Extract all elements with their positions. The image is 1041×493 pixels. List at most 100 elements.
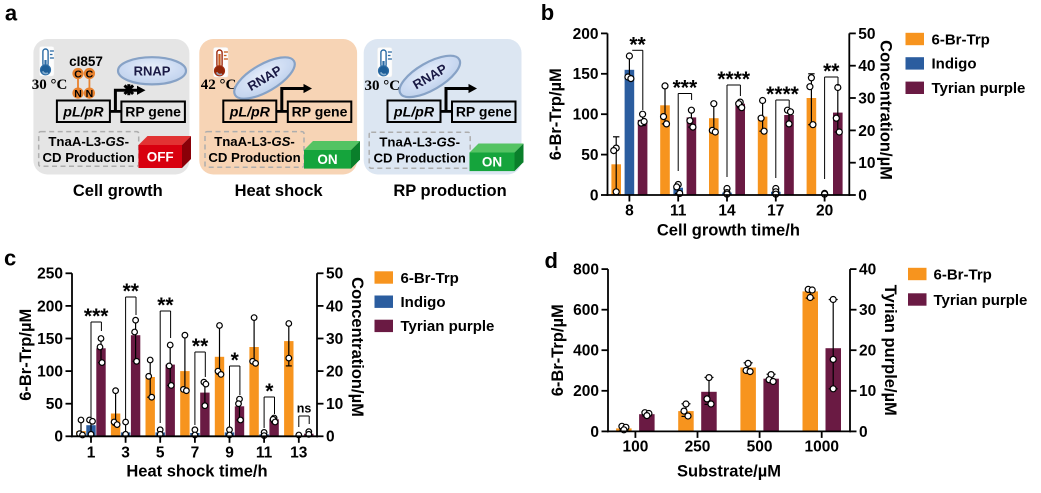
svg-text:7: 7 xyxy=(191,445,200,462)
svg-text:250: 250 xyxy=(37,266,63,283)
svg-text:C: C xyxy=(74,68,82,80)
svg-text:11: 11 xyxy=(670,203,687,220)
svg-text:40: 40 xyxy=(858,58,875,75)
svg-text:6-Br-Trp: 6-Br-Trp xyxy=(934,266,992,283)
svg-text:0: 0 xyxy=(590,187,599,204)
svg-text:6-Br-Trp/µM: 6-Br-Trp/µM xyxy=(549,304,567,396)
svg-text:RP gene: RP gene xyxy=(292,104,348,120)
svg-text:0: 0 xyxy=(859,424,868,441)
svg-text:**: ** xyxy=(123,280,140,303)
svg-text:50: 50 xyxy=(326,266,343,283)
svg-text:TnaA-L3-GS-: TnaA-L3-GS- xyxy=(214,134,295,149)
svg-text:20: 20 xyxy=(859,343,876,360)
svg-text:ns: ns xyxy=(297,402,312,416)
svg-text:6-Br-Trp/µM: 6-Br-Trp/µM xyxy=(17,309,35,401)
svg-text:30: 30 xyxy=(326,331,343,348)
svg-text:C: C xyxy=(86,68,94,80)
svg-text:OFF: OFF xyxy=(147,149,174,164)
svg-text:****: **** xyxy=(717,68,751,91)
svg-text:1: 1 xyxy=(87,445,96,462)
svg-text:ON: ON xyxy=(317,152,337,167)
svg-text:150: 150 xyxy=(573,66,599,83)
svg-text:50: 50 xyxy=(46,396,63,413)
svg-text:30: 30 xyxy=(859,302,876,319)
svg-text:N: N xyxy=(86,88,94,100)
svg-text:CD Production: CD Production xyxy=(208,150,300,165)
svg-text:TnaA-L3-GS-: TnaA-L3-GS- xyxy=(379,135,460,150)
svg-text:9: 9 xyxy=(225,445,234,462)
svg-text:*: * xyxy=(265,380,274,403)
svg-text:0: 0 xyxy=(54,429,63,446)
svg-text:Indigo: Indigo xyxy=(932,56,977,73)
svg-text:TnaA-L3-GS-: TnaA-L3-GS- xyxy=(48,134,129,149)
svg-text:100: 100 xyxy=(622,439,648,456)
svg-text:ON: ON xyxy=(482,155,502,170)
svg-text:10: 10 xyxy=(326,396,343,413)
svg-text:8: 8 xyxy=(625,203,634,220)
svg-text:20: 20 xyxy=(326,364,343,381)
svg-text:30 °C: 30 °C xyxy=(32,77,68,93)
svg-text:Concentration/µM: Concentration/µM xyxy=(877,40,895,180)
svg-text:30 °C: 30 °C xyxy=(365,78,401,94)
svg-text:pL/pR: pL/pR xyxy=(229,105,271,121)
svg-text:RP production: RP production xyxy=(393,182,506,200)
svg-text:0: 0 xyxy=(858,187,867,204)
svg-text:200: 200 xyxy=(573,383,599,400)
svg-text:RP gene: RP gene xyxy=(456,104,512,120)
svg-text:*: * xyxy=(231,349,240,372)
svg-text:**: ** xyxy=(192,335,209,358)
svg-text:11: 11 xyxy=(256,445,273,462)
svg-text:**: ** xyxy=(629,33,646,56)
svg-text:b: b xyxy=(541,0,554,25)
svg-text:200: 200 xyxy=(573,26,599,43)
svg-text:20: 20 xyxy=(858,123,875,140)
svg-text:10: 10 xyxy=(858,155,875,172)
svg-text:1000: 1000 xyxy=(804,439,838,456)
svg-text:Heat shock: Heat shock xyxy=(235,182,324,200)
svg-text:Cell growth time/h: Cell growth time/h xyxy=(657,222,800,240)
svg-text:6-Br-Trp: 6-Br-Trp xyxy=(401,270,459,287)
svg-text:***: *** xyxy=(673,77,698,100)
svg-text:250: 250 xyxy=(685,439,711,456)
svg-text:Tyrian purple: Tyrian purple xyxy=(932,80,1026,97)
svg-text:17: 17 xyxy=(767,203,784,220)
svg-text:**: ** xyxy=(823,60,840,83)
svg-text:****: **** xyxy=(766,83,800,106)
svg-text:cI857: cI857 xyxy=(69,54,103,69)
svg-text:***: *** xyxy=(84,305,109,328)
svg-text:6-Br-Trp: 6-Br-Trp xyxy=(932,31,990,48)
svg-text:N: N xyxy=(74,88,82,100)
svg-text:500: 500 xyxy=(747,439,773,456)
svg-text:Tyrian purple: Tyrian purple xyxy=(401,318,495,335)
svg-text:Indigo: Indigo xyxy=(401,294,446,311)
svg-text:d: d xyxy=(545,248,558,273)
svg-text:800: 800 xyxy=(573,262,599,279)
svg-text:600: 600 xyxy=(573,302,599,319)
svg-text:13: 13 xyxy=(290,445,308,462)
svg-text:400: 400 xyxy=(573,343,599,360)
svg-text:c: c xyxy=(4,246,16,271)
svg-text:pL/pR: pL/pR xyxy=(393,105,435,121)
svg-text:CD Production: CD Production xyxy=(374,151,466,166)
svg-text:Tyrian purple: Tyrian purple xyxy=(934,292,1028,309)
svg-text:100: 100 xyxy=(37,364,63,381)
svg-text:200: 200 xyxy=(37,298,63,315)
svg-text:50: 50 xyxy=(581,147,598,164)
svg-text:Concentration/µM: Concentration/µM xyxy=(348,277,366,417)
svg-text:42 °C: 42 °C xyxy=(201,77,237,93)
svg-text:14: 14 xyxy=(718,203,736,220)
svg-text:RNAP: RNAP xyxy=(134,63,171,78)
svg-text:40: 40 xyxy=(326,298,343,315)
svg-text:0: 0 xyxy=(590,424,599,441)
svg-text:10: 10 xyxy=(859,383,876,400)
svg-text:Cell growth: Cell growth xyxy=(73,182,163,200)
svg-text:30: 30 xyxy=(858,90,875,107)
svg-text:50: 50 xyxy=(858,26,875,43)
svg-text:3: 3 xyxy=(121,445,130,462)
svg-text:Substrate/µM: Substrate/µM xyxy=(677,463,781,481)
svg-text:CD Production: CD Production xyxy=(43,150,135,165)
svg-text:40: 40 xyxy=(859,262,876,279)
svg-text:6-Br-Trp/µM: 6-Br-Trp/µM xyxy=(547,68,565,160)
svg-text:pL/pR: pL/pR xyxy=(62,105,104,121)
svg-text:5: 5 xyxy=(156,445,165,462)
